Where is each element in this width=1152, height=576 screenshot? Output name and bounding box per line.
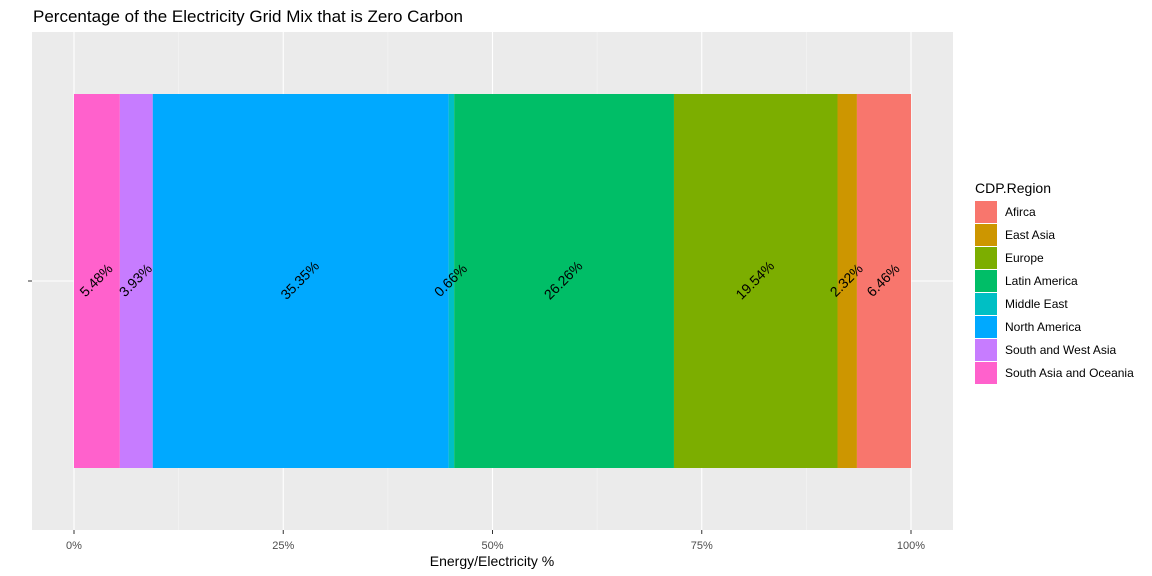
legend-title: CDP.Region (975, 180, 1051, 196)
legend-swatch (975, 339, 997, 361)
legend-swatch (975, 224, 997, 246)
bar-segment (74, 94, 120, 468)
legend-swatch (975, 362, 997, 384)
x-tick-label: 100% (897, 540, 925, 552)
legend-swatch (975, 316, 997, 338)
legend-label: Europe (1005, 251, 1044, 265)
legend: CDP.Region Afirca East Asia Europe Latin Am… (975, 180, 1134, 384)
bar-segments (74, 94, 911, 468)
x-axis-ticks: 0% 25% 50% 75% 100% (66, 530, 925, 552)
x-axis-title: Energy/Electricity % (430, 553, 554, 569)
x-tick-label: 50% (481, 540, 503, 552)
bar-segment (837, 94, 857, 468)
legend-swatch (975, 270, 997, 292)
legend-label: East Asia (1005, 228, 1055, 242)
legend-label: Afirca (1005, 205, 1036, 219)
chart-title: Percentage of the Electricity Grid Mix t… (33, 7, 463, 26)
bar-segment (152, 94, 449, 468)
x-tick-label: 25% (272, 540, 294, 552)
legend-label: Middle East (1005, 297, 1068, 311)
x-tick-label: 75% (691, 540, 713, 552)
legend-label: South and West Asia (1005, 343, 1117, 357)
bar-segment (673, 94, 838, 468)
legend-swatch (975, 247, 997, 269)
legend-label: Latin America (1005, 274, 1078, 288)
bar-segment (454, 94, 674, 468)
x-tick-label: 0% (66, 540, 82, 552)
bar-segment (119, 94, 153, 468)
bar-segment (448, 94, 455, 468)
bar-segment (856, 94, 911, 468)
legend-label: North America (1005, 320, 1081, 334)
legend-swatch (975, 201, 997, 223)
legend-swatch (975, 293, 997, 315)
legend-label: South Asia and Oceania (1005, 366, 1134, 380)
